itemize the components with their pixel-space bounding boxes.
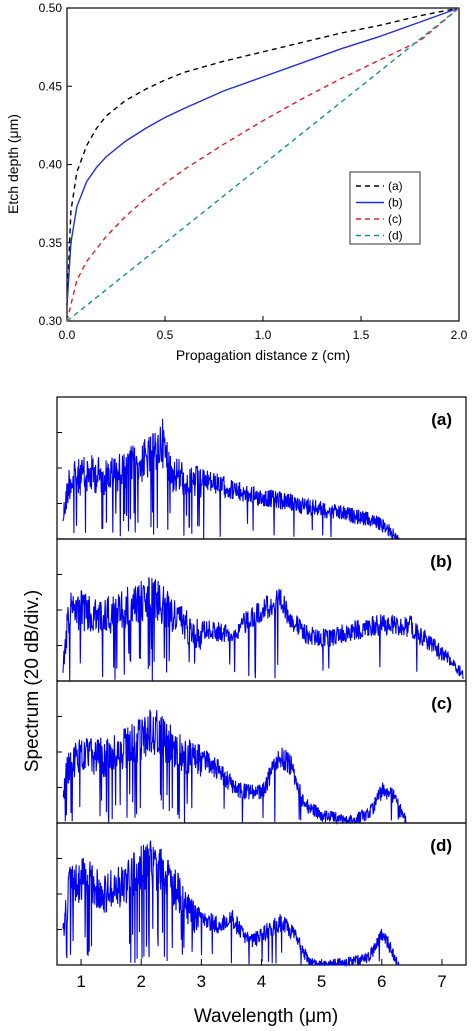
top-series-line-2	[66, 7, 460, 306]
bottom-x-ticks: 1 2 3 4 5 6 7	[76, 959, 447, 991]
spectrum-panel-label: (c)	[431, 694, 452, 713]
top-x-tick-label: 0.5	[157, 328, 174, 342]
top-x-tick-label: 0.0	[59, 328, 76, 342]
bottom-x-axis-label: Wavelength (μm)	[194, 1006, 338, 1027]
top-x-tick-label: 1.0	[255, 328, 272, 342]
top-legend-box	[349, 171, 421, 245]
top-series-line-1	[66, 7, 460, 306]
top-legend-label: (b)	[388, 196, 403, 210]
spectrum-panels: (a) (b) (c) (d)	[56, 396, 467, 968]
bottom-x-tick-label: 6	[377, 972, 386, 991]
bottom-x-tick-label: 5	[317, 972, 326, 991]
spectrum-panel-3: (c)	[56, 680, 467, 825]
bottom-x-tick-label: 4	[257, 972, 266, 991]
spectrum-chart: (a) (b) (c) (d) 1 2 3 4 5 6 7 Wavelength (μm) Spe…	[22, 396, 467, 1027]
spectrum-trace	[62, 418, 400, 540]
bottom-x-tick-label: 2	[136, 972, 145, 991]
top-x-tick-label: 2.0	[451, 328, 468, 342]
spectrum-panel-label: (d)	[430, 836, 452, 855]
etch-depth-chart: 0.0 0.5 1.0 1.5 2.0 0.30 0.35 0.40 0.45 0.50 (a)…	[5, 1, 468, 363]
spectrum-panel-4: (d)	[56, 822, 467, 968]
top-x-ticks: 0.0 0.5 1.0 1.5 2.0	[59, 316, 468, 342]
spectrum-panel-label: (a)	[431, 410, 452, 429]
top-y-tick-label: 0.35	[39, 236, 63, 250]
top-y-tick-label: 0.50	[39, 1, 63, 15]
spectrum-trace	[62, 577, 464, 681]
bottom-y-axis-label: Spectrum (20 dB/div.)	[22, 590, 43, 772]
spectrum-panel-2: (b)	[56, 538, 467, 682]
spectrum-panel-frame	[56, 396, 467, 540]
top-y-tick-label: 0.30	[39, 314, 63, 328]
top-y-tick-label: 0.40	[39, 158, 63, 172]
bottom-x-tick-label: 3	[197, 972, 206, 991]
top-x-axis-label: Propagation distance z (cm)	[176, 347, 350, 363]
spectrum-panel-1: (a)	[56, 396, 467, 540]
top-series-group	[66, 7, 460, 322]
spectrum-trace	[62, 839, 400, 968]
top-legend: (a) (b) (c) (d)	[349, 171, 421, 245]
bottom-x-tick-label: 1	[76, 972, 85, 991]
top-legend-label: (a)	[388, 179, 403, 193]
top-series-line-3	[66, 7, 460, 322]
top-x-tick-label: 1.5	[353, 328, 370, 342]
top-y-tick-label: 0.45	[39, 79, 63, 93]
top-y-axis-label: Etch depth (μm)	[5, 114, 21, 214]
spectrum-panel-label: (b)	[430, 552, 452, 571]
top-series-line-4	[66, 7, 460, 322]
top-legend-label: (d)	[388, 229, 403, 243]
top-y-ticks: 0.30 0.35 0.40 0.45 0.50	[39, 1, 72, 328]
spectrum-trace	[62, 709, 407, 825]
bottom-x-tick-label: 7	[437, 972, 446, 991]
top-legend-label: (c)	[388, 212, 402, 226]
